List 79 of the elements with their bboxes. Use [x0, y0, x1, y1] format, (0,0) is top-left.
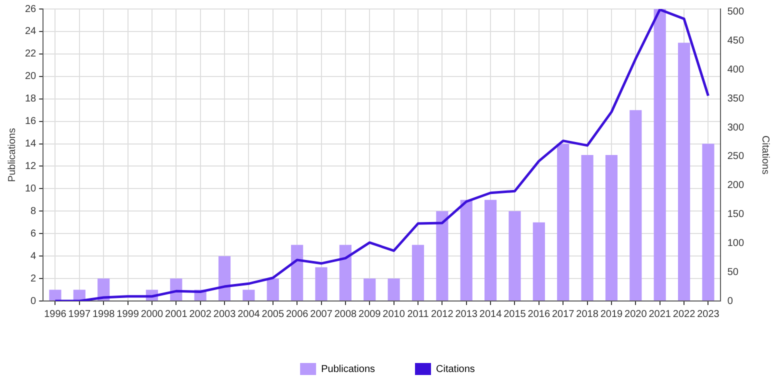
bar [581, 155, 594, 300]
legend-label: Citations [436, 364, 475, 375]
bar [678, 42, 690, 300]
y2-tick-label: 0 [727, 296, 734, 307]
bar [49, 290, 62, 300]
bar [460, 200, 472, 300]
bar [702, 144, 714, 300]
bar [436, 211, 448, 300]
x-tick-label: 2009 [358, 308, 382, 320]
x-tick-label: 2021 [648, 308, 672, 320]
y-tick-label: 6 [30, 228, 37, 240]
x-tick-label: 2001 [165, 308, 188, 320]
bar [339, 244, 352, 300]
x-tick-label: 2012 [431, 308, 454, 320]
x-tick-label: 2000 [140, 308, 164, 320]
bar [291, 244, 304, 300]
y2-tick-label: 500 [727, 6, 744, 18]
y-tick-label: 22 [25, 48, 37, 60]
y2-axis-title: Citations [759, 136, 770, 174]
y-tick-label: 16 [25, 116, 37, 128]
y-axis-title: Publications [6, 128, 18, 182]
x-tick-label: 2015 [504, 308, 526, 320]
x-tick-label: 2002 [189, 308, 212, 320]
x-tick-label: 1997 [68, 308, 91, 320]
y-tick-label: 10 [25, 183, 37, 194]
y-tick-label: 4 [30, 250, 37, 262]
y-tick-label: 2 [30, 273, 37, 284]
y-tick-label: 18 [25, 94, 37, 105]
bar [484, 200, 497, 300]
bar [654, 9, 666, 300]
legend-label: Publications [321, 364, 376, 375]
x-tick-label: 2004 [238, 308, 260, 320]
y-tick-label: 20 [25, 71, 37, 82]
y2-tick-label: 450 [727, 36, 744, 47]
bar [315, 267, 328, 300]
x-tick-label: 2013 [455, 308, 478, 320]
bar [412, 244, 424, 300]
y2-tick-label: 50 [727, 266, 739, 278]
x-tick-label: 2011 [407, 308, 430, 320]
x-tick-label: 2005 [262, 308, 284, 320]
x-tick-label: 2020 [624, 308, 648, 320]
y2-tick-label: 300 [727, 122, 744, 134]
bar [266, 278, 279, 300]
y-tick-label: 14 [25, 138, 37, 150]
y2-tick-label: 200 [727, 180, 744, 192]
x-tick-label: 2019 [600, 308, 624, 320]
bar [605, 155, 618, 300]
x-tick-label: 2022 [672, 308, 696, 320]
bar [508, 211, 521, 300]
x-tick-label: 2003 [213, 308, 236, 320]
y-tick-label: 24 [25, 26, 37, 38]
x-tick-label: 2016 [528, 308, 550, 320]
x-tick-label: 1999 [116, 308, 140, 320]
y-tick-label: 12 [25, 160, 37, 172]
y2-tick-label: 350 [727, 93, 744, 104]
bar [242, 290, 255, 300]
x-tick-label: 2006 [286, 308, 309, 320]
x-tick-label: 2018 [576, 308, 599, 320]
bar [557, 144, 570, 300]
y-tick-label: 26 [25, 4, 37, 15]
bar [532, 222, 545, 300]
bar [364, 278, 376, 300]
y-tick-label: 0 [30, 296, 37, 307]
x-tick-label: 1996 [44, 308, 67, 320]
bar [388, 278, 400, 300]
y2-tick-label: 400 [727, 64, 744, 76]
x-tick-label: 2007 [310, 308, 333, 320]
x-tick-label: 2010 [382, 308, 406, 320]
x-tick-label: 2014 [479, 308, 502, 320]
bar [218, 256, 231, 300]
x-tick-label: 2008 [334, 308, 357, 320]
y2-tick-label: 100 [727, 238, 744, 249]
x-tick-label: 2023 [697, 308, 720, 320]
x-tick-label: 1998 [92, 308, 116, 320]
x-tick-label: 2017 [552, 308, 575, 320]
y2-tick-label: 150 [727, 209, 744, 220]
y2-tick-label: 250 [727, 151, 744, 162]
y-tick-label: 8 [30, 206, 37, 217]
bar [630, 110, 642, 300]
